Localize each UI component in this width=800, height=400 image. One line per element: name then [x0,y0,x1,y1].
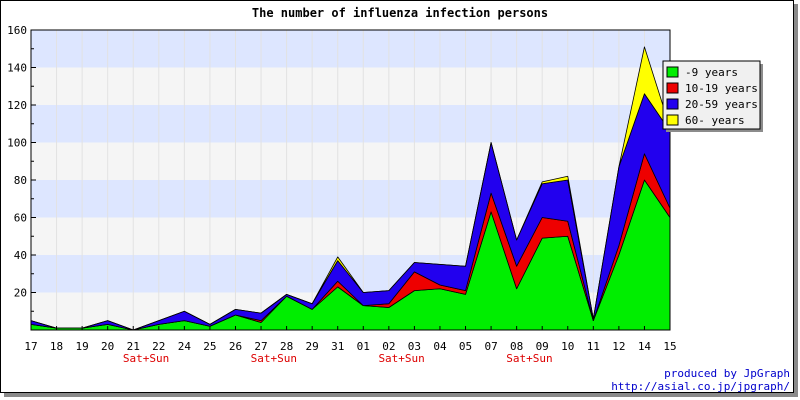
legend-label: 10-19 years [685,82,758,95]
x-tick-label: 29 [306,340,319,353]
plot-band [31,67,670,105]
x-tick-label: 08 [510,340,523,353]
credit-url: http://asial.co.jp/jpgraph/ [611,380,790,393]
plot-band [31,30,670,68]
x-tick-label: 01 [357,340,370,353]
x-tick-label: 25 [203,340,216,353]
x-tick-label: 02 [382,340,395,353]
y-tick-label: 40 [14,249,27,262]
legend: -9 years 10-19 years 20-59 years 60- years [662,60,763,132]
weekend-label: Sat+Sun [506,352,552,365]
legend-swatch [666,82,679,94]
y-tick-label: 160 [7,24,27,37]
plot-band [31,105,670,143]
plot-band [31,142,670,180]
x-tick-label: 20 [101,340,114,353]
legend-label: -9 years [685,66,738,79]
legend-label: 20-59 years [685,98,758,111]
x-tick-label: 07 [484,340,497,353]
x-tick-label: 04 [433,340,447,353]
x-tick-label: 31 [331,340,344,353]
y-tick-label: 140 [7,62,27,75]
y-tick-label: 60 [14,212,27,225]
x-tick-label: 18 [50,340,63,353]
x-tick-label: 28 [280,340,293,353]
vertical-gridlines [56,30,645,330]
y-axis: 20 40 60 80 100 120 140 160 [7,24,36,312]
x-tick-label: 05 [459,340,472,353]
weekend-label: Sat+Sun [251,352,297,365]
x-tick-label: 26 [229,340,242,353]
weekend-label: Sat+Sun [123,352,169,365]
x-tick-label: 27 [254,340,267,353]
credit-line: produced by JpGraph [664,367,790,380]
legend-swatch [666,66,679,78]
x-tick-label: 09 [536,340,549,353]
weekend-label: Sat+Sun [378,352,424,365]
chart-title: The number of influenza infection person… [252,6,548,20]
y-tick-label: 80 [14,174,27,187]
x-tick-label: 12 [612,340,625,353]
x-tick-label: 21 [127,340,140,353]
y-tick-label: 20 [14,287,27,300]
legend-swatch [666,98,679,110]
legend-swatch [666,114,679,126]
x-tick-label: 14 [638,340,652,353]
x-tick-label: 19 [75,340,88,353]
x-tick-label: 15 [663,340,676,353]
legend-label: 60- years [685,114,745,127]
x-tick-label: 24 [178,340,192,353]
x-tick-label: 17 [24,340,37,353]
x-tick-label: 03 [408,340,421,353]
y-tick-label: 120 [7,99,27,112]
y-tick-label: 100 [7,137,27,150]
x-tick-label: 22 [152,340,165,353]
x-tick-label: 11 [587,340,600,353]
legend-box [662,60,761,130]
x-tick-label: 10 [561,340,574,353]
